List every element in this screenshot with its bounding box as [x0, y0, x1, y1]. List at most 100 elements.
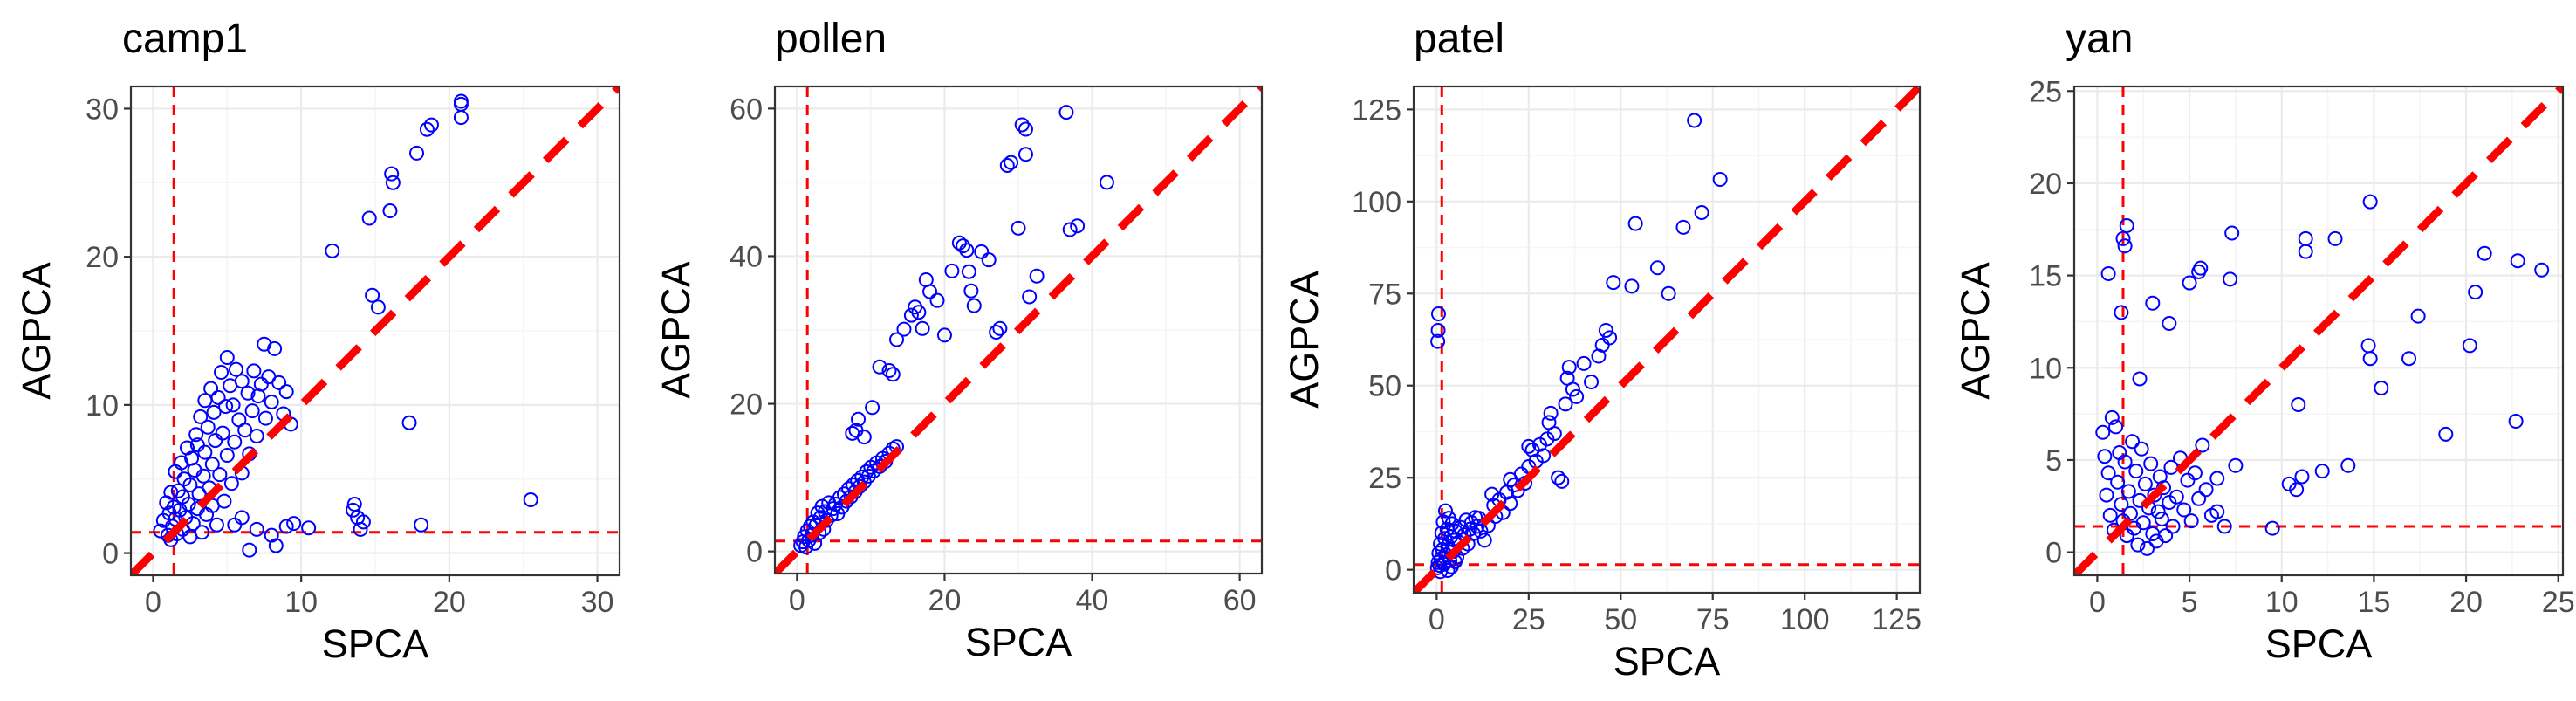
data-point	[423, 117, 439, 133]
data-point	[992, 320, 1008, 336]
data-point	[2327, 230, 2343, 246]
data-point	[181, 497, 196, 512]
data-point	[966, 298, 982, 313]
data-point	[2340, 457, 2356, 473]
data-point	[219, 350, 235, 366]
data-point	[1022, 289, 1038, 305]
data-point	[2102, 507, 2118, 523]
data-point	[2100, 265, 2116, 281]
data-point	[999, 157, 1015, 173]
data-point	[2477, 245, 2492, 261]
identity-line	[775, 86, 1262, 574]
data-point	[219, 448, 235, 464]
data-point	[414, 517, 429, 533]
data-point	[2154, 512, 2169, 527]
data-point	[216, 493, 232, 509]
x-tick-label: 75	[1696, 603, 1730, 636]
plot-area	[2074, 86, 2563, 575]
y-tick-label: 20	[86, 241, 119, 274]
data-point	[1437, 503, 1453, 519]
x-tick-label: 0	[145, 586, 161, 619]
data-point	[2510, 253, 2525, 269]
data-point	[2209, 471, 2225, 486]
data-point	[1017, 121, 1033, 137]
data-point	[227, 434, 243, 450]
data-point	[2119, 218, 2134, 234]
data-point	[353, 521, 368, 537]
data-point	[881, 363, 897, 378]
data-point	[2191, 264, 2207, 279]
data-point	[851, 411, 867, 427]
y-tick-label: 125	[1352, 93, 1401, 127]
data-point	[2362, 194, 2378, 210]
data-point	[2198, 482, 2214, 498]
data-point	[2224, 225, 2240, 241]
x-tick-label: 125	[1872, 603, 1922, 636]
data-point	[1661, 285, 1676, 301]
data-point	[203, 381, 219, 396]
x-tick-label: 10	[2265, 586, 2299, 619]
y-tick-label: 0	[2045, 537, 2062, 570]
x-tick-label: 5	[2182, 586, 2198, 619]
identity-line	[131, 86, 620, 575]
data-point	[1565, 381, 1580, 397]
data-point	[268, 538, 284, 553]
data-point	[212, 467, 228, 483]
data-point	[2120, 484, 2136, 499]
panel-title: camp1	[122, 16, 248, 62]
data-point	[215, 425, 230, 441]
data-point	[889, 332, 904, 347]
data-point	[2534, 262, 2550, 278]
data-point	[2223, 271, 2238, 287]
panel-title: patel	[1414, 16, 1504, 62]
y-tick-label: 0	[746, 536, 763, 569]
data-point	[2298, 244, 2313, 259]
data-point	[896, 321, 912, 337]
data-point	[2143, 456, 2159, 471]
data-point	[885, 367, 901, 382]
panel-border	[773, 85, 1264, 575]
data-point	[860, 468, 876, 484]
data-point	[286, 516, 302, 532]
data-point	[370, 299, 386, 315]
data-point	[1484, 486, 1500, 502]
data-point	[959, 243, 975, 258]
data-point	[2162, 316, 2177, 332]
data-point	[1011, 220, 1026, 236]
x-tick-label: 100	[1780, 603, 1830, 636]
data-point	[1521, 438, 1537, 454]
data-point	[1576, 355, 1592, 371]
x-tick-label: 0	[1428, 603, 1445, 636]
y-tick-label: 15	[2029, 260, 2062, 293]
identity-line	[1414, 86, 1920, 593]
data-point	[2110, 474, 2126, 490]
y-tick-label: 5	[2045, 444, 2062, 478]
data-point	[218, 399, 234, 415]
data-point	[981, 252, 997, 268]
data-point	[1470, 519, 1485, 534]
data-point	[325, 243, 340, 258]
data-point	[209, 517, 224, 533]
data-point	[1017, 147, 1033, 162]
panel-title: yan	[2066, 16, 2133, 62]
x-tick-label: 30	[581, 586, 614, 619]
data-point	[2289, 482, 2305, 498]
data-point	[234, 510, 250, 526]
x-axis-label: SPCA	[322, 622, 429, 666]
data-point	[267, 340, 283, 356]
data-point	[2139, 540, 2155, 556]
identity-line	[2074, 86, 2563, 575]
data-point	[2462, 338, 2477, 354]
data-point	[189, 437, 205, 453]
chart-panel-pollen: 0 20 40 60 0 20 40 60 pollen SPCA AGPCA	[654, 16, 1264, 664]
data-point	[214, 365, 230, 381]
y-tick-label: 25	[1368, 462, 1401, 495]
data-point	[240, 385, 256, 401]
data-point	[1466, 526, 1482, 541]
data-point	[1070, 218, 1086, 234]
data-point	[188, 427, 204, 443]
data-point	[2158, 528, 2174, 544]
data-point	[798, 539, 814, 555]
data-point	[936, 327, 952, 343]
